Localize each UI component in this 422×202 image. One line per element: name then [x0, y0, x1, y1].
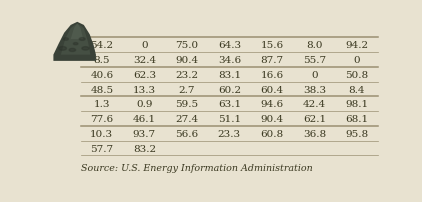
Text: 34.6: 34.6 — [218, 56, 241, 65]
Text: 94.6: 94.6 — [260, 100, 284, 109]
Text: 1.3: 1.3 — [94, 100, 110, 109]
Text: 75.0: 75.0 — [175, 41, 198, 50]
Text: 38.3: 38.3 — [303, 85, 326, 94]
Text: 42.4: 42.4 — [303, 100, 326, 109]
Text: 60.4: 60.4 — [260, 85, 284, 94]
Text: 68.1: 68.1 — [345, 115, 368, 123]
Text: 83.1: 83.1 — [218, 70, 241, 79]
Text: 23.2: 23.2 — [175, 70, 198, 79]
Text: 64.3: 64.3 — [218, 41, 241, 50]
Text: 59.5: 59.5 — [175, 100, 198, 109]
Circle shape — [59, 47, 67, 51]
Text: 15.6: 15.6 — [260, 41, 284, 50]
Text: 83.2: 83.2 — [133, 144, 156, 153]
Circle shape — [63, 39, 68, 41]
Text: 0: 0 — [311, 70, 318, 79]
Text: 8.5: 8.5 — [94, 56, 110, 65]
Text: Source: U.S. Energy Information Administration: Source: U.S. Energy Information Administ… — [81, 164, 312, 173]
Text: 46.1: 46.1 — [133, 115, 156, 123]
Text: 98.1: 98.1 — [345, 100, 368, 109]
Text: 90.4: 90.4 — [175, 56, 198, 65]
Text: 94.2: 94.2 — [345, 41, 368, 50]
Text: 95.8: 95.8 — [345, 129, 368, 138]
Text: 2.7: 2.7 — [179, 85, 195, 94]
Text: 87.7: 87.7 — [260, 56, 284, 65]
Text: 55.7: 55.7 — [303, 56, 326, 65]
Text: 77.6: 77.6 — [90, 115, 114, 123]
Polygon shape — [71, 24, 83, 40]
Text: 56.6: 56.6 — [175, 129, 198, 138]
Text: 0: 0 — [354, 56, 360, 65]
Text: 57.7: 57.7 — [90, 144, 114, 153]
Polygon shape — [54, 23, 96, 62]
Text: 13.3: 13.3 — [133, 85, 156, 94]
Text: 10.3: 10.3 — [90, 129, 114, 138]
Text: 93.7: 93.7 — [133, 129, 156, 138]
Text: 50.8: 50.8 — [345, 70, 368, 79]
Circle shape — [79, 38, 85, 41]
Text: 27.4: 27.4 — [175, 115, 198, 123]
Text: 54.2: 54.2 — [90, 41, 114, 50]
Text: 8.0: 8.0 — [306, 41, 323, 50]
Text: 23.3: 23.3 — [218, 129, 241, 138]
Circle shape — [82, 47, 89, 51]
Text: 0: 0 — [141, 41, 148, 50]
Text: 51.1: 51.1 — [218, 115, 241, 123]
Text: 32.4: 32.4 — [133, 56, 156, 65]
Text: 62.3: 62.3 — [133, 70, 156, 79]
Text: 90.4: 90.4 — [260, 115, 284, 123]
Text: 48.5: 48.5 — [90, 85, 114, 94]
Circle shape — [69, 49, 76, 52]
Text: 36.8: 36.8 — [303, 129, 326, 138]
Text: 63.1: 63.1 — [218, 100, 241, 109]
Text: 60.2: 60.2 — [218, 85, 241, 94]
Text: 0.9: 0.9 — [136, 100, 153, 109]
Text: 16.6: 16.6 — [260, 70, 284, 79]
Polygon shape — [61, 24, 90, 55]
Text: 8.4: 8.4 — [349, 85, 365, 94]
Text: 40.6: 40.6 — [90, 70, 114, 79]
Text: 60.8: 60.8 — [260, 129, 284, 138]
Circle shape — [73, 43, 78, 45]
Text: 62.1: 62.1 — [303, 115, 326, 123]
